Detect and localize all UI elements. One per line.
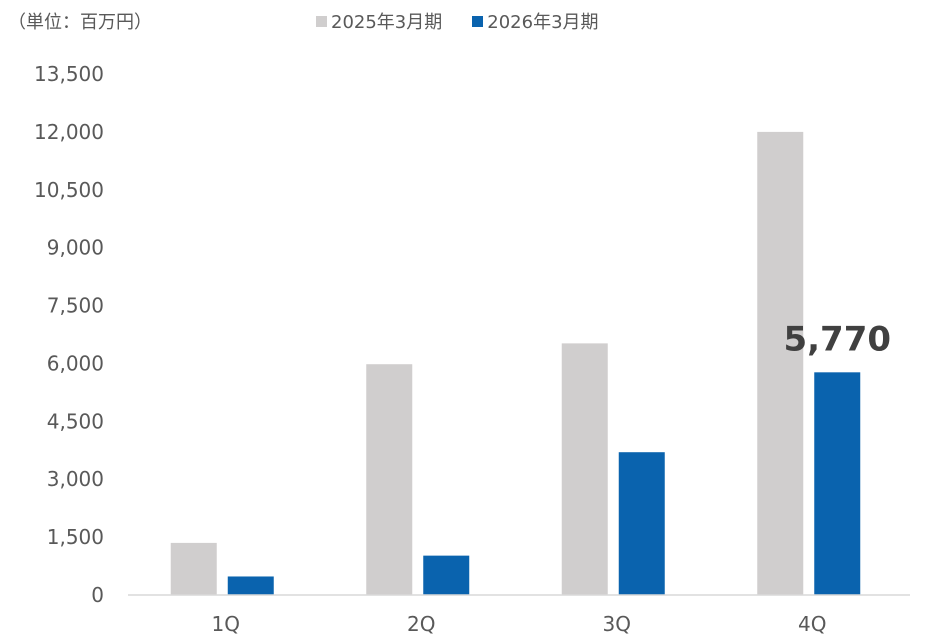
x-tick-label: 1Q [212, 612, 240, 636]
data-label-annotation: 5,770 [783, 319, 891, 359]
y-tick-label: 1,500 [47, 525, 104, 549]
bar-1q-series-2 [227, 576, 274, 595]
legend-item-2025: 2025年3月期 [316, 8, 442, 34]
y-tick-label: 12,000 [34, 120, 104, 144]
x-tick-label: 2Q [407, 612, 435, 636]
bar-4q-series-1 [757, 131, 804, 595]
bar-2q-series-1 [366, 364, 413, 595]
y-tick-label: 3,000 [47, 467, 104, 491]
bar-3q-series-1 [561, 343, 608, 595]
x-tick-label: 4Q [798, 612, 826, 636]
y-tick-label: 13,500 [34, 62, 104, 86]
x-tick-label: 3Q [603, 612, 631, 636]
bar-4q-series-2 [814, 372, 861, 595]
chart-legend: 2025年3月期 2026年3月期 [316, 8, 629, 34]
bar-3q-series-2 [618, 452, 665, 595]
legend-label-2026: 2026年3月期 [487, 12, 599, 33]
bar-2q-series-2 [423, 555, 470, 595]
y-tick-label: 4,500 [47, 409, 104, 433]
legend-label-2025: 2025年3月期 [331, 12, 443, 33]
y-tick-label: 9,000 [47, 236, 104, 260]
y-tick-label: 7,500 [47, 294, 104, 318]
y-tick-label: 6,000 [47, 351, 104, 375]
unit-label: （単位：百万円） [8, 12, 152, 33]
y-tick-label: 10,500 [34, 178, 104, 202]
legend-swatch-2025 [316, 15, 327, 27]
y-tick-label: 0 [91, 583, 104, 607]
legend-swatch-2026 [472, 15, 484, 27]
bar-1q-series-1 [170, 542, 217, 595]
legend-item-2026: 2026年3月期 [472, 8, 599, 34]
